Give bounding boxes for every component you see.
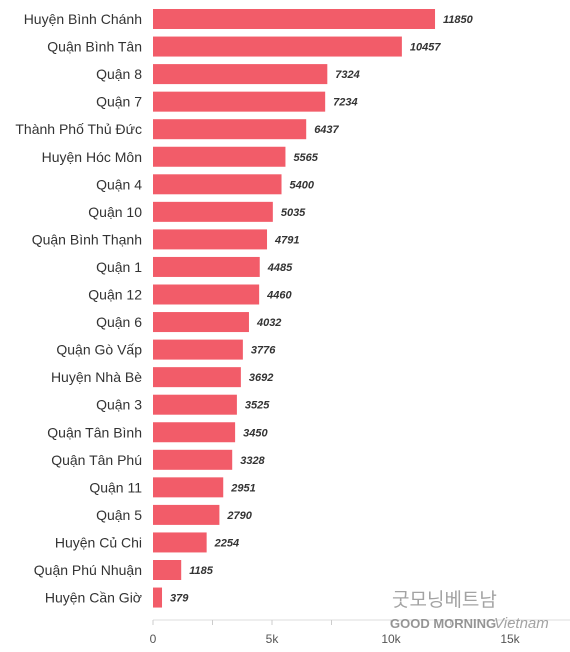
x-tick-label: 0	[150, 632, 157, 646]
bar	[153, 532, 207, 553]
value-label: 3328	[240, 455, 265, 467]
bar	[153, 504, 220, 525]
x-axis: 0 5k 10k 15k	[150, 619, 570, 646]
value-label: 379	[170, 593, 189, 605]
value-label: 4485	[267, 262, 293, 274]
category-label: Thành Phố Thủ Đức	[15, 121, 142, 137]
bar	[153, 9, 436, 29]
bar	[153, 284, 260, 305]
category-label: Quận Tân Bình	[47, 424, 142, 440]
category-label: Quận 7	[96, 94, 142, 110]
category-label: Quận 5	[96, 507, 142, 523]
x-tick-label: 10k	[381, 632, 401, 646]
category-label: Huyện Bình Chánh	[24, 11, 142, 27]
value-label: 3525	[245, 400, 270, 412]
bar	[153, 119, 307, 140]
bar	[153, 91, 326, 112]
category-label: Quận 3	[96, 397, 142, 413]
category-label: Huyện Cần Giờ	[45, 590, 142, 606]
category-labels: Huyện Bình Chánh Quận Bình Tân Quận 8 Quận …	[15, 11, 142, 606]
value-label: 3450	[243, 427, 268, 439]
bars-group	[153, 9, 436, 608]
value-label: 4791	[274, 234, 299, 246]
bar	[153, 146, 286, 167]
watermark-logo: 굿모닝베트남 굿모닝베트남 GOOD MORNING Vietnam	[390, 588, 549, 633]
bar	[153, 394, 237, 415]
value-label: 2951	[230, 482, 255, 494]
bar	[153, 229, 268, 250]
category-label: Quận Tân Phú	[51, 452, 142, 468]
bar	[153, 367, 241, 388]
category-label: Quận 12	[88, 287, 142, 303]
bar	[153, 422, 236, 443]
bar	[153, 477, 224, 498]
value-label: 2790	[226, 510, 252, 522]
bar	[153, 201, 273, 222]
category-label: Quận 6	[96, 314, 142, 330]
bar	[153, 256, 260, 277]
value-label: 3776	[251, 345, 276, 357]
value-label: 5035	[281, 207, 306, 219]
value-labels: 11850 10457 7324 7234 6437 5565 5400 5035 4791 44…	[170, 14, 474, 605]
value-label: 10457	[410, 42, 441, 54]
bar	[153, 174, 282, 195]
watermark-brand-script: Vietnam	[494, 615, 549, 632]
value-label: 3692	[249, 372, 273, 384]
x-tick-label: 15k	[500, 632, 520, 646]
watermark-korean-text-fill: 굿모닝베트남	[392, 589, 497, 611]
value-label: 4032	[256, 317, 281, 329]
category-label: Huyện Nhà Bè	[51, 369, 142, 385]
category-label: Quận 4	[96, 176, 142, 192]
value-label: 1185	[189, 565, 214, 577]
value-label: 7324	[335, 69, 359, 81]
bar	[153, 560, 182, 580]
watermark-brand-main: GOOD MORNING	[390, 616, 496, 631]
category-label: Quận Gò Vấp	[56, 342, 142, 358]
value-label: 7234	[333, 97, 357, 109]
category-label: Quận 1	[96, 259, 142, 275]
value-label: 4460	[266, 290, 292, 302]
bar	[153, 449, 233, 470]
category-label: Quận 10	[88, 204, 142, 220]
category-label: Quận Phú Nhuận	[34, 562, 142, 578]
bar	[153, 587, 163, 608]
bar	[153, 339, 243, 360]
value-label: 5400	[290, 179, 315, 191]
category-label: Quận Bình Thạnh	[32, 231, 142, 247]
category-label: Quận Bình Tân	[47, 39, 142, 55]
value-label: 6437	[314, 124, 339, 136]
category-label: Huyện Hóc Môn	[42, 149, 142, 165]
x-tick-label: 5k	[266, 632, 280, 646]
bar	[153, 36, 402, 57]
value-label: 11850	[443, 14, 474, 26]
category-label: Quận 8	[96, 66, 142, 82]
category-label: Huyện Củ Chi	[55, 534, 142, 550]
bar	[153, 312, 249, 333]
value-label: 5565	[293, 152, 318, 164]
watermark-korean-text: 굿모닝베트남	[392, 589, 497, 611]
bar	[153, 64, 328, 85]
value-label: 2254	[214, 537, 239, 549]
category-label: Quận 11	[89, 479, 142, 495]
